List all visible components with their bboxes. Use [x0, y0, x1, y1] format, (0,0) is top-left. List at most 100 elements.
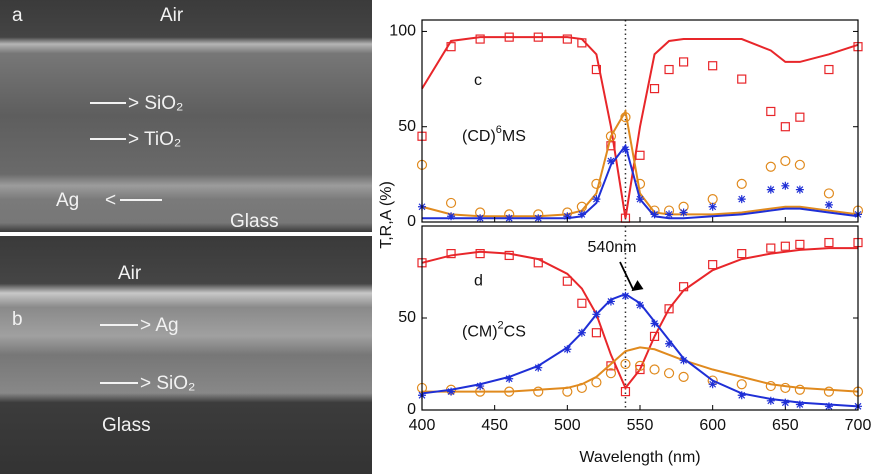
layer-label: Glass [230, 211, 279, 232]
marker-square [781, 242, 789, 250]
marker-star [505, 214, 513, 222]
marker-star [447, 212, 455, 220]
marker-square [709, 62, 717, 70]
marker-star [767, 397, 775, 405]
marker-circle [592, 378, 601, 387]
marker-circle [824, 189, 833, 198]
layer-label: Air [160, 5, 184, 26]
marker-star [563, 345, 571, 353]
marker-star [447, 388, 455, 396]
series-line [422, 294, 858, 406]
marker-square [636, 151, 644, 159]
marker-square [767, 244, 775, 252]
marker-square [738, 75, 746, 83]
marker-star [680, 356, 688, 364]
marker-star [621, 292, 629, 300]
annotation-part: (CM) [462, 324, 498, 341]
y-tick-label: 50 [398, 118, 416, 135]
marker-square [563, 277, 571, 285]
marker-star [651, 210, 659, 218]
marker-square [578, 299, 586, 307]
marker-star [709, 203, 717, 211]
marker-star [825, 201, 833, 209]
marker-star [796, 186, 804, 194]
marker-square [825, 66, 833, 74]
annotation: (CD)6MS [462, 124, 526, 145]
panel-label: b [12, 309, 23, 330]
panel-label: d [474, 272, 483, 289]
marker-star [651, 320, 659, 328]
marker-circle [679, 372, 688, 381]
annotation-part: MS [502, 128, 526, 145]
marker-star [738, 391, 746, 399]
marker-star [825, 402, 833, 410]
layer-label: > SiO₂ [128, 93, 183, 114]
x-tick-label: 650 [772, 417, 799, 434]
x-tick-label: 600 [699, 417, 726, 434]
y-axis-title: T,R,A (%) [378, 181, 395, 249]
annotation-part: (CD) [462, 128, 496, 145]
marker-star [534, 364, 542, 372]
marker-star [592, 310, 600, 318]
layer-label: TiO₂ [144, 129, 181, 150]
y-tick-label: 50 [398, 309, 416, 326]
panel-label: a [12, 5, 23, 26]
marker-square [825, 239, 833, 247]
marker-star [767, 186, 775, 194]
marker-star [476, 382, 484, 390]
marker-circle [781, 383, 790, 392]
x-tick-label: 400 [409, 417, 436, 434]
sem-image-b [0, 236, 372, 474]
marker-star [607, 297, 615, 305]
callout-arrow [620, 262, 633, 290]
x-tick-label: 700 [845, 417, 872, 434]
marker-star [709, 380, 717, 388]
marker-circle [534, 387, 543, 396]
marker-circle [708, 195, 717, 204]
marker-square [738, 250, 746, 258]
marker-square [781, 123, 789, 131]
marker-circle [650, 365, 659, 374]
marker-circle [737, 380, 746, 389]
marker-circle [766, 382, 775, 391]
marker-star [534, 214, 542, 222]
figure: a Air > SiO₂ > TiO₂ Ag < Glass b Air > A… [0, 0, 872, 474]
layer-label: Ag [56, 190, 79, 211]
marker-star [592, 195, 600, 203]
y-tick-label: 100 [389, 23, 416, 40]
annotation: (CM)2CS [462, 320, 526, 341]
marker-star [578, 210, 586, 218]
marker-star [680, 208, 688, 216]
marker-circle [447, 198, 456, 207]
marker-star [505, 375, 513, 383]
layer-label: > SiO₂ [140, 373, 195, 394]
marker-circle [665, 369, 674, 378]
panel-label: c [474, 72, 482, 89]
x-tick-label: 450 [481, 417, 508, 434]
marker-star [665, 210, 673, 218]
layer-label: Air [118, 263, 142, 284]
marker-square [796, 240, 804, 248]
marker-star [665, 340, 673, 348]
x-tick-label: 500 [554, 417, 581, 434]
marker-star [607, 157, 615, 165]
layer-label: > TiO₂ [128, 129, 181, 150]
marker-square [665, 66, 673, 74]
layer-label: SiO₂ [156, 373, 195, 394]
marker-circle [737, 179, 746, 188]
marker-star [781, 182, 789, 190]
x-tick-label: 550 [627, 417, 654, 434]
marker-circle [795, 160, 804, 169]
marker-square [592, 329, 600, 337]
marker-star [738, 195, 746, 203]
marker-star [636, 195, 644, 203]
marker-circle [824, 387, 833, 396]
marker-circle [795, 385, 804, 394]
layer-label: > Ag [140, 315, 179, 336]
marker-star [796, 400, 804, 408]
page: {"images": [ {"panel": "a", "labels": ["… [0, 0, 872, 474]
series-line [422, 248, 858, 388]
layer-label: SiO₂ [144, 93, 183, 114]
charts: 050100c(CD)6MST,R,A (%)05040045050055060… [378, 20, 871, 466]
marker-square [651, 85, 659, 93]
